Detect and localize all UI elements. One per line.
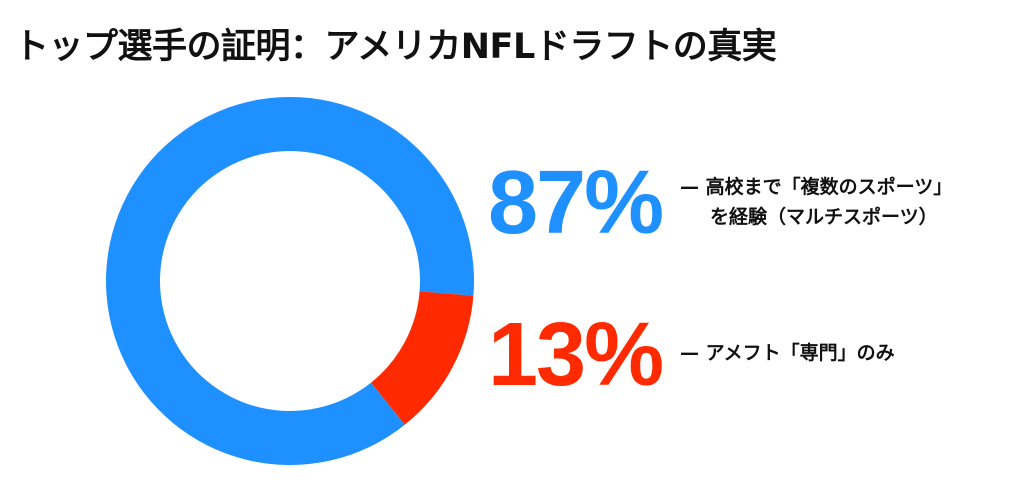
- donut-chart: [106, 97, 475, 466]
- slice-value-football-only: 13%: [488, 305, 664, 405]
- slice-value-multi-sport: 87%: [488, 153, 664, 253]
- chart-title: トップ選手の証明：アメリカNFLドラフトの真実: [14, 27, 777, 67]
- slice-football-only: [371, 291, 474, 425]
- slice-multi-sport: [106, 97, 475, 466]
- slice-label-multi-sport-line2: を経験（マルチスポーツ）: [710, 206, 938, 228]
- slice-label-multi-sport: — 高校まで「複数のスポーツ」 を経験（マルチスポーツ）: [680, 172, 952, 232]
- slice-label-football-only-line1: — アメフト「専門」のみ: [680, 342, 895, 364]
- slice-label-football-only: — アメフト「専門」のみ: [680, 338, 895, 368]
- slice-label-multi-sport-line1: — 高校まで「複数のスポーツ」: [680, 176, 953, 198]
